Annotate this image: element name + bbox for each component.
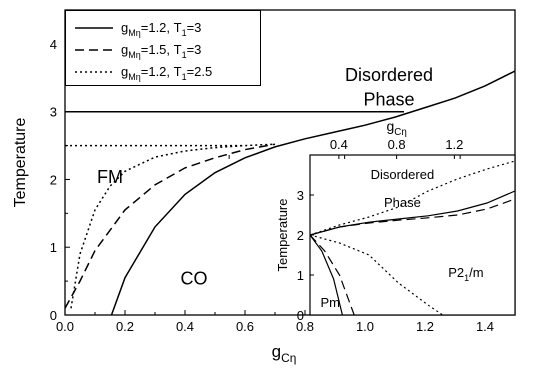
inset-series-dashed-boundary [310,234,355,315]
legend-label-dotted: gMη=1.2, T1=2.5 [121,64,212,82]
label-disordered: Disordered [345,65,433,85]
inset-y-axis-label: Temperature [275,199,290,272]
inset-series-group [310,160,515,315]
inset-label-disordered: Disordered [371,167,435,182]
inset-y-tick-label: 3 [297,188,304,203]
inset-y-tick-label: 0 [297,308,304,323]
x-tick-label: 0.6 [236,319,254,334]
legend-label-dashed: gMη=1.5, T1=3 [121,42,201,60]
y-tick-label: 0 [50,308,57,323]
x-tick-label: 0.8 [296,319,314,334]
x-tick-label: 0.0 [56,319,74,334]
inset-series-dashed-line [310,198,515,236]
label-fm: FM [97,167,123,187]
inset-chart: 0.4 0.8 1.2 gCη 0 1 2 3 Temperature Disordered Pha… [228,118,516,323]
legend-box [65,10,261,86]
x-tick-label: 0.4 [176,319,194,334]
inset-y-tick-label: 1 [297,268,304,283]
label-co: CO [181,269,208,289]
legend-label-solid: gMη=1.2, T1=3 [121,20,201,38]
x-tick-label: 0.2 [116,319,134,334]
inset-y-tick-label: 2 [297,228,304,243]
inset-series-dotted-line [310,160,515,236]
inset-series-dotted-boundary [310,234,444,315]
inset-label-phase: Phase [384,195,421,210]
label-phase: Phase [363,90,414,110]
y-tick-label: 2 [50,172,57,187]
inset-label-p21m: P21/m [448,265,483,283]
x-tick-label: 1.4 [476,319,494,334]
series-solid-line [110,70,515,315]
y-axis-label: Temperature [12,117,29,207]
inset-label-pm: Pm [320,295,340,310]
x-axis-label: gCη [272,342,297,365]
main-series-group [65,70,515,315]
inset-x-axis-label: gCη [386,118,406,138]
series-dashed-line [65,143,276,309]
y-tick-label: 3 [50,105,57,120]
inset-x-tick-label: 1.2 [445,137,463,152]
x-tick-label: 1.0 [356,319,374,334]
main-chart: 0.0 0.2 0.4 0.6 0.8 1.0 1.2 1.4 0 1 2 3 4 Temperature… [12,9,516,365]
inset-x-tick-label: 0.4 [330,137,348,152]
y-tick-label: 4 [50,37,57,52]
inset-x-tick-label: 0.8 [388,137,406,152]
y-tick-label: 1 [50,240,57,255]
inset-series-solid-boundary [310,234,343,315]
x-tick-label: 1.2 [416,319,434,334]
legend: gMη=1.2, T1=3 gMη=1.5, T1=3 gMη=1.2, T1=2.… [65,10,261,86]
